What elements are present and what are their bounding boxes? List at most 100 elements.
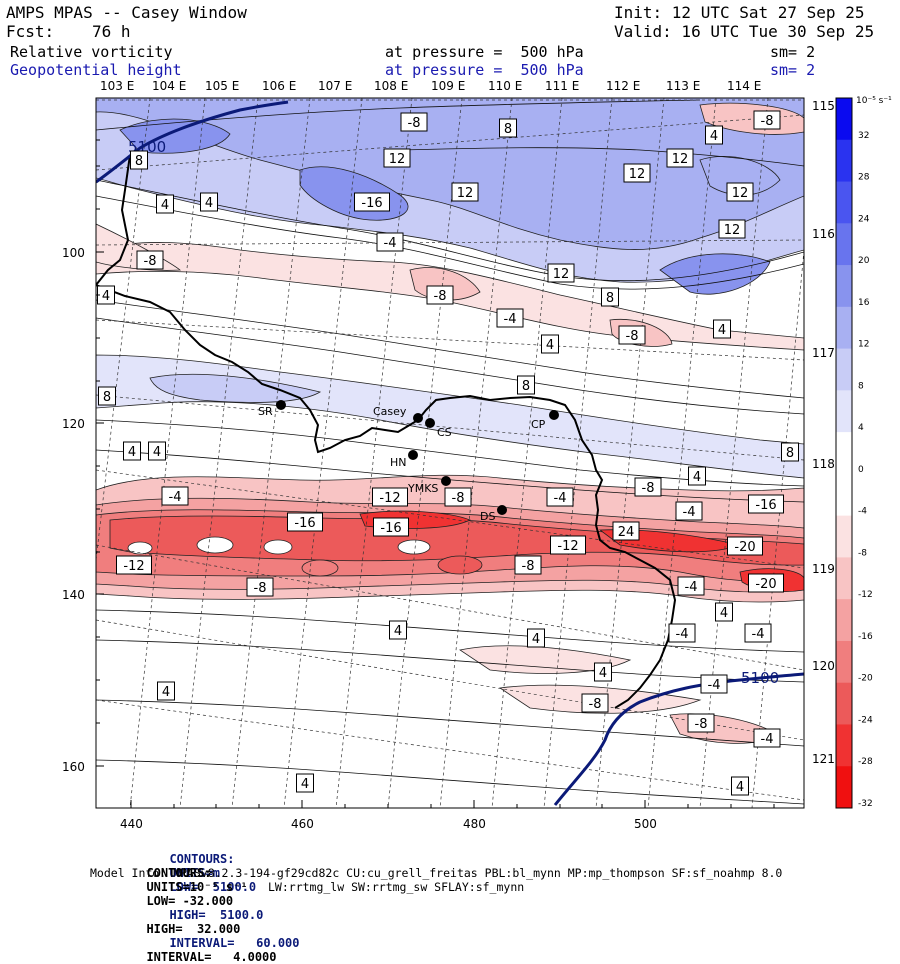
contour-label-value: 4 [161, 198, 169, 213]
contour-label: 4 [148, 441, 166, 461]
left-axis-labels: 100 120 140 160 [62, 246, 85, 774]
station-label-ymks: YMKS [407, 482, 438, 495]
contour-label: -16 [748, 494, 784, 514]
lon-label-113: 113 E [666, 79, 700, 93]
contour-label: 4 [527, 628, 545, 648]
contour-label: 24 [612, 521, 640, 541]
positive-vorticity-core-e [699, 156, 781, 196]
contour-label: -4 [753, 728, 781, 748]
contour-label-value: 12 [732, 186, 749, 201]
contour-label-value: -4 [761, 732, 774, 747]
negative-vorticity-patch-south-a [458, 645, 632, 674]
colorbar-tick-label: 0 [858, 465, 864, 475]
lon-label-109: 109 E [431, 79, 465, 93]
lon-label-112: 112 E [606, 79, 640, 93]
contour-label: 4 [594, 662, 612, 682]
station-dot-ymks [441, 476, 451, 486]
contour-label: -4 [496, 308, 524, 328]
contour-label: -4 [675, 501, 703, 521]
station-label-casey: Casey [373, 405, 407, 418]
contour-label-value: -4 [683, 505, 696, 520]
field1-level: at pressure = 500 hPa [385, 43, 584, 61]
plot-title: AMPS MPAS -- Casey Window [6, 3, 247, 22]
contour-label-value: 4 [693, 470, 701, 485]
colorbar-swatch [836, 682, 852, 725]
contour-label: -12 [372, 487, 408, 507]
y-label-140: 140 [62, 588, 85, 602]
field1-name: Relative vorticity [10, 43, 173, 61]
colorbar-tick-label: -32 [858, 799, 873, 809]
contour-label: -8 [136, 250, 164, 270]
weak-vorticity-hole-b [263, 539, 293, 555]
contour-label-value: -8 [761, 114, 774, 129]
station-dot-casey [413, 413, 423, 423]
colorbar-swatch [836, 265, 852, 308]
contour-label-value: 12 [629, 167, 646, 182]
footer-v-units: UNITS=10⁻⁵ s⁻¹ [146, 880, 248, 894]
weak-vorticity-hole-c [397, 539, 431, 555]
plot-frame [95, 97, 805, 809]
lon-label-114: 114 E [727, 79, 761, 93]
weak-vorticity-hole-a [196, 536, 234, 554]
colorbar-tick-label: 4 [858, 423, 864, 433]
contour-label-value: 4 [301, 777, 309, 792]
contour-label-value: 4 [162, 685, 170, 700]
left-axis [96, 139, 104, 767]
contour-label: -4 [376, 232, 404, 252]
contour-label: -8 [581, 693, 609, 713]
colorbar-swatch [836, 306, 852, 350]
contour-label-value: 4 [736, 780, 744, 795]
contour-label-value: 12 [553, 267, 570, 282]
field2-name: Geopotential height [10, 61, 182, 79]
x-label-480: 480 [463, 817, 486, 831]
contour-label: 8 [517, 375, 535, 395]
contour-label-value: 4 [532, 632, 540, 647]
lon-label-104: 104 E [152, 79, 186, 93]
contour-label-value: 12 [672, 152, 689, 167]
contour-label: 4 [389, 620, 407, 640]
y-label-120: 120 [62, 417, 85, 431]
geopotential-5100-contour-north [96, 100, 289, 184]
height-label-south: 5100 [741, 669, 779, 687]
contour-label-value: -8 [452, 491, 465, 506]
x-label-500: 500 [634, 817, 657, 831]
contour-label-value: -4 [676, 627, 689, 642]
lon-label-111: 111 E [545, 79, 579, 93]
station-markers [276, 400, 559, 515]
colorbar-swatch [836, 599, 852, 642]
contour-label: -4 [161, 486, 189, 506]
station-dot-sr [276, 400, 286, 410]
colorbar-tick-label: 28 [858, 173, 870, 183]
contour-label-value: 4 [153, 445, 161, 460]
contour-label-value: -4 [504, 312, 517, 327]
contour-label: -16 [287, 512, 323, 532]
contour-label: 4 [713, 319, 731, 339]
contour-label-value: -8 [434, 289, 447, 304]
colorbar-tick-label: -20 [858, 674, 873, 684]
station-label-cp: CP [531, 418, 546, 431]
contour-label: 4 [97, 285, 115, 305]
footer-v-high: HIGH= 32.000 [146, 922, 241, 936]
contour-label-value: 8 [786, 446, 794, 461]
contour-label-value: 12 [724, 223, 741, 238]
footer-v-low: LOW= -32.000 [146, 894, 234, 908]
coastline [96, 154, 677, 709]
contour-label: 8 [499, 118, 517, 138]
contour-label: 8 [781, 442, 799, 462]
station-dot-cp [549, 410, 559, 420]
contour-label-value: 4 [710, 129, 718, 144]
bottom-axis-labels: 440 460 480 500 [120, 817, 657, 831]
contour-label: 4 [541, 334, 559, 354]
positive-vorticity-core-d [659, 253, 771, 295]
colorbar-tick-label: 8 [858, 381, 864, 391]
lon-label-110: 110 E [488, 79, 522, 93]
contour-label: 4 [715, 602, 733, 622]
colorbar-swatch [836, 390, 852, 433]
colorbar-swatch [836, 766, 852, 809]
contour-label-value: -8 [408, 116, 421, 131]
colorbar-tick-label: 16 [858, 298, 870, 308]
contour-label-value: -16 [380, 521, 401, 536]
colorbar-unit: 10⁻⁵ s⁻¹ [856, 96, 892, 106]
weak-vorticity-hole-d [127, 541, 153, 555]
contour-label: 4 [157, 681, 175, 701]
